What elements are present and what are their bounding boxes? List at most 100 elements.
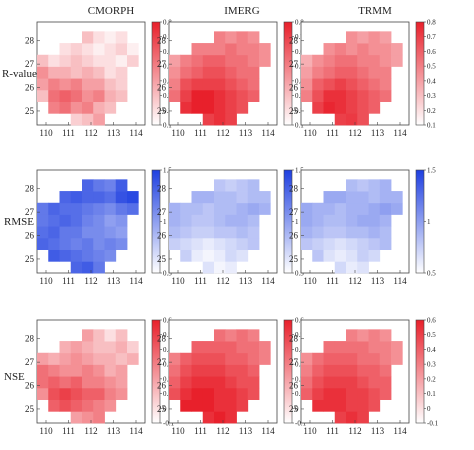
x-tick-label: 110 — [303, 276, 317, 286]
heatmap-cell — [115, 364, 128, 377]
heatmap-cell — [180, 364, 192, 377]
heatmap-cell — [214, 249, 226, 262]
y-tick-label: 27 — [289, 207, 299, 217]
heatmap-cell — [169, 54, 181, 67]
heatmap-cell — [214, 237, 226, 250]
heatmap-cell — [104, 364, 117, 377]
x-tick-label: 111 — [326, 128, 339, 138]
y-tick-label: 25 — [289, 254, 299, 264]
heatmap-cell — [48, 214, 60, 227]
x-tick-label: 114 — [261, 276, 275, 286]
x-tick-label: 113 — [107, 426, 121, 436]
colorbar-tick-label: 0.7 — [427, 33, 436, 41]
heatmap-cell — [301, 387, 313, 400]
x-tick-label: 112 — [216, 276, 229, 286]
heatmap-cell — [312, 214, 324, 227]
heatmap-cell — [180, 376, 192, 389]
heatmap-cell — [225, 411, 237, 424]
heatmap-cell — [104, 66, 117, 79]
y-tick-label: 25 — [157, 106, 167, 116]
heatmap-cell — [82, 411, 94, 424]
heatmap-cell — [334, 376, 347, 389]
x-tick-label: 110 — [303, 128, 317, 138]
heatmap-cell — [346, 43, 358, 56]
heatmap-cell — [346, 54, 358, 67]
colorbar-tick-label: 0.2 — [427, 107, 436, 115]
heatmap-cell — [37, 66, 49, 79]
heatmap-cell — [59, 376, 72, 389]
heatmap-cell — [214, 329, 226, 342]
heatmap-cell — [202, 54, 215, 67]
heatmap-cell — [202, 202, 215, 215]
heatmap-cell — [59, 43, 72, 56]
heatmap-cell — [127, 352, 139, 365]
heatmap-cell — [236, 387, 249, 400]
heatmap-cell — [59, 364, 72, 377]
heatmap-cell — [115, 66, 128, 79]
x-tick-label: 110 — [171, 128, 185, 138]
heatmap-cell — [247, 31, 260, 44]
heatmap-cell — [202, 387, 215, 400]
colorbar-tick-label: 0.5 — [427, 270, 436, 278]
heatmap-cell — [323, 214, 336, 227]
heatmap-cell — [93, 261, 105, 274]
colorbar-tick-label: 0.5 — [163, 63, 172, 71]
row-label-nse: NSE — [4, 371, 25, 383]
heatmap-cell — [334, 341, 347, 354]
heatmap-cell — [82, 387, 94, 400]
colorbar-tick-label: 0.1 — [163, 390, 172, 398]
column-title-trmm: TRMM — [358, 5, 392, 17]
y-tick-label: 25 — [25, 254, 35, 264]
heatmap-cell — [214, 54, 226, 67]
heatmap-cell — [59, 202, 72, 215]
heatmap-cell — [93, 66, 105, 79]
heatmap-cell — [37, 387, 49, 400]
x-tick-label: 114 — [129, 426, 143, 436]
heatmap-cell — [334, 411, 347, 424]
heatmap-cell — [357, 329, 369, 342]
heatmap-cell — [93, 237, 105, 250]
colorbar-tick-label: 0 — [163, 405, 167, 413]
x-tick-label: 111 — [62, 426, 75, 436]
heatmap-cell — [214, 364, 226, 377]
heatmap-cell — [93, 387, 105, 400]
heatmap-cell — [169, 364, 181, 377]
heatmap-cell — [357, 249, 369, 262]
heatmap-cell — [247, 43, 260, 56]
y-tick-label: 26 — [157, 83, 167, 93]
y-tick-label: 28 — [157, 334, 167, 344]
heatmap-cell — [214, 89, 226, 102]
heatmap-cell — [169, 66, 181, 79]
colorbar-tick-label: 0.5 — [295, 331, 304, 339]
heatmap-cell — [191, 78, 204, 91]
y-tick-label: 28 — [157, 36, 167, 46]
y-tick-label: 27 — [289, 59, 299, 69]
heatmap-cell — [70, 237, 83, 250]
heatmap-cell — [301, 54, 313, 67]
heatmap-cell — [334, 214, 347, 227]
heatmap-cell — [379, 352, 392, 365]
colorbar-tick-label: 1 — [163, 218, 167, 226]
heatmap-cell — [37, 237, 49, 250]
heatmap-cell — [379, 341, 392, 354]
heatmap-cell — [346, 249, 358, 262]
heatmap-cell — [334, 387, 347, 400]
colorbar-tick-label: 1.5 — [295, 167, 304, 175]
heatmap-cell — [346, 89, 358, 102]
heatmap-cell — [225, 341, 237, 354]
heatmap-cell — [357, 89, 369, 102]
heatmap-cell — [225, 78, 237, 91]
heatmap-cell — [334, 78, 347, 91]
heatmap-cell — [180, 352, 192, 365]
heatmap-cell — [225, 191, 237, 204]
colorbar-tick-label: 0.4 — [295, 346, 304, 354]
heatmap-cell — [191, 191, 204, 204]
x-tick-label: 110 — [39, 426, 53, 436]
y-tick-label: 28 — [25, 36, 35, 46]
heatmap-cell — [391, 43, 403, 56]
heatmap-cell — [368, 329, 381, 342]
heatmap-cell — [225, 101, 237, 114]
heatmap-cell — [214, 191, 226, 204]
heatmap-cell — [379, 237, 392, 250]
y-tick-label: 28 — [25, 334, 35, 344]
